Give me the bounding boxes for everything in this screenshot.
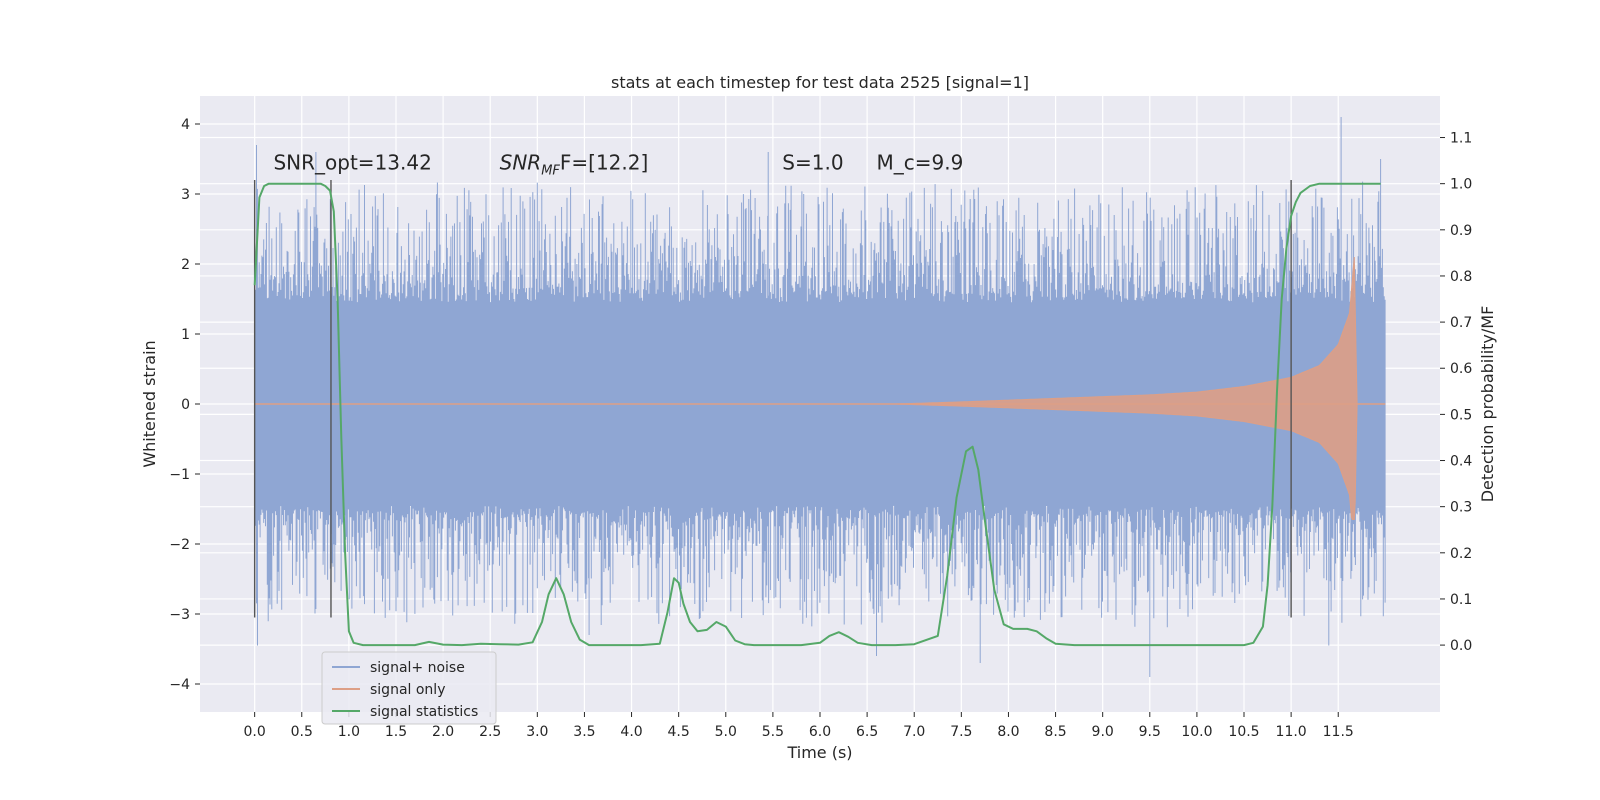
annotations: SNR_opt=13.42 SNRMFF=[12.2] S=1.0 M_c=9.9 bbox=[273, 151, 963, 179]
x-tick-label: 9.0 bbox=[1092, 724, 1114, 740]
axes: 0.0 0.5 1.0 1.5 2.0 2.5 3.0 3.5 4.0 4.5 5.0 5.5 6.0 6… bbox=[169, 117, 1472, 740]
y-tick-label: −4 bbox=[169, 677, 190, 693]
annotation-snr-mf-sub: MF bbox=[541, 164, 560, 179]
y-tick-label: 2 bbox=[181, 257, 190, 273]
y-right-tick-label: 1.0 bbox=[1450, 177, 1472, 193]
y-tick-label: −3 bbox=[169, 607, 190, 623]
annotation-snr-mf-main: SNR bbox=[500, 151, 542, 175]
legend-label: signal statistics bbox=[370, 704, 478, 720]
y-right-tick-label: 0.6 bbox=[1450, 361, 1472, 377]
x-tick-label: 1.5 bbox=[385, 724, 407, 740]
annotation-s: S=1.0 bbox=[782, 151, 843, 175]
x-tick-label: 1.0 bbox=[338, 724, 360, 740]
x-tick-label: 10.5 bbox=[1228, 724, 1259, 740]
data-layer bbox=[253, 117, 1386, 677]
x-tick-label: 5.5 bbox=[762, 724, 784, 740]
y-tick-label: −2 bbox=[169, 537, 190, 553]
annotation-snr-mf: SNRMFF=[12.2] bbox=[500, 151, 649, 179]
annotation-mc: M_c=9.9 bbox=[877, 151, 964, 175]
y-right-tick-label: 0.1 bbox=[1450, 592, 1472, 608]
x-tick-label: 3.5 bbox=[573, 724, 595, 740]
x-tick-label: 0.5 bbox=[291, 724, 313, 740]
x-tick-label: 4.0 bbox=[620, 724, 642, 740]
y-right-tick-label: 0.7 bbox=[1450, 315, 1472, 331]
y-right-tick-label: 0.5 bbox=[1450, 407, 1472, 423]
y-tick-label: 0 bbox=[181, 397, 190, 413]
chart-title: stats at each timestep for test data 252… bbox=[611, 73, 1029, 92]
x-tick-label: 4.5 bbox=[668, 724, 690, 740]
y-right-tick-label: 0.9 bbox=[1450, 223, 1472, 239]
legend-label: signal+ noise bbox=[370, 660, 465, 676]
x-tick-label: 8.5 bbox=[1044, 724, 1066, 740]
y-right-tick-label: 1.1 bbox=[1450, 131, 1472, 147]
x-tick-label: 2.5 bbox=[479, 724, 501, 740]
y-axis-label: Whitened strain bbox=[140, 340, 159, 467]
x-tick-label: 3.0 bbox=[526, 724, 548, 740]
y-tick-label: 1 bbox=[181, 327, 190, 343]
x-tick-label: 11.5 bbox=[1323, 724, 1354, 740]
x-tick-label: 5.0 bbox=[715, 724, 737, 740]
y-right-axis-label: Detection probability/MF bbox=[1478, 306, 1497, 503]
x-tick-label: 0.0 bbox=[244, 724, 266, 740]
x-tick-label: 6.0 bbox=[809, 724, 831, 740]
y-right-tick-label: 0.0 bbox=[1450, 638, 1472, 654]
y-right-tick-label: 0.8 bbox=[1450, 269, 1472, 285]
annotation-snr-opt: SNR_opt=13.42 bbox=[273, 151, 431, 175]
legend: signal+ noise signal only signal statistic… bbox=[321, 651, 497, 725]
x-tick-label: 6.5 bbox=[856, 724, 878, 740]
x-tick-label: 7.0 bbox=[903, 724, 925, 740]
legend-label: signal only bbox=[370, 682, 445, 698]
y-right-tick-label: 0.3 bbox=[1450, 500, 1472, 516]
x-tick-label: 8.0 bbox=[997, 724, 1019, 740]
x-tick-label: 2.0 bbox=[432, 724, 454, 740]
x-tick-label: 11.0 bbox=[1276, 724, 1307, 740]
y-tick-label: 3 bbox=[181, 187, 190, 203]
annotation-snr-mf-value: F=[12.2] bbox=[560, 151, 648, 175]
x-tick-label: 7.5 bbox=[950, 724, 972, 740]
x-axis-label: Time (s) bbox=[786, 743, 852, 762]
y-right-tick-label: 0.4 bbox=[1450, 454, 1472, 470]
y-tick-label: −1 bbox=[169, 467, 190, 483]
x-tick-label: 10.0 bbox=[1181, 724, 1212, 740]
y-right-tick-label: 0.2 bbox=[1450, 546, 1472, 562]
signal-statistics-series bbox=[253, 182, 1381, 647]
x-tick-label: 9.5 bbox=[1139, 724, 1161, 740]
legend-box bbox=[321, 651, 497, 725]
y-tick-label: 4 bbox=[181, 117, 190, 133]
